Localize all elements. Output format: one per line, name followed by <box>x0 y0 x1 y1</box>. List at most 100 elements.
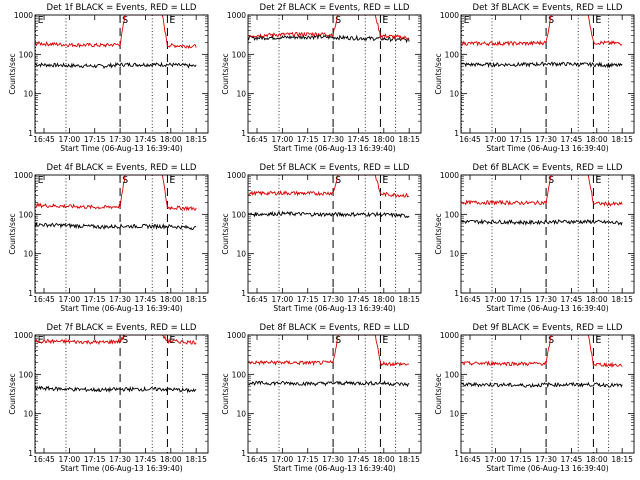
x-tick-label: 16:45 <box>459 455 481 464</box>
marker-label: S <box>122 175 128 186</box>
marker-label: E <box>169 175 175 186</box>
trace-group <box>35 335 197 394</box>
lld-trace-red <box>461 15 623 47</box>
panel-title: Det 4f BLACK = Events, RED = LLD <box>47 163 197 173</box>
events-trace-black <box>248 210 410 219</box>
detector-panel-5: Det 5f BLACK = Events, RED = LLD 1 10 100 10… <box>221 163 422 313</box>
y-tick-label: 1 <box>454 449 459 458</box>
events-trace-black <box>35 385 197 394</box>
y-tick-label: 1 <box>241 129 246 138</box>
y-tick-label: 10 <box>236 410 246 419</box>
detector-panel-6: Det 6f BLACK = Events, RED = LLD 1 10 100 10… <box>434 163 635 313</box>
plot-frame <box>247 14 422 134</box>
y-tick-label: 10 <box>236 250 246 259</box>
y-tick-label: 1000 <box>227 171 246 180</box>
detector-panel-3: Det 3f BLACK = Events, RED = LLD 1 10 100 10… <box>434 3 635 153</box>
x-tick-label: 17:15 <box>510 295 532 304</box>
detector-panel-7: Det 7f BLACK = Events, RED = LLD 1 10 100 10… <box>8 323 209 473</box>
panel-title: Det 3f BLACK = Events, RED = LLD <box>473 3 623 13</box>
y-tick-label: 1 <box>241 289 246 298</box>
marker-label: S <box>335 175 341 186</box>
y-tick-label: 10 <box>449 250 459 259</box>
x-tick-label: 17:30 <box>535 135 557 144</box>
y-tick-label: 1 <box>28 129 33 138</box>
x-tick-label: 18:00 <box>373 295 395 304</box>
detector-panel-4: Det 4f BLACK = Events, RED = LLD 1 10 100 10… <box>8 163 209 313</box>
panel-title: Det 6f BLACK = Events, RED = LLD <box>473 163 623 173</box>
x-tick-label: 17:30 <box>535 455 557 464</box>
plot-frame <box>247 334 422 454</box>
marker-label: S <box>548 15 554 26</box>
panel-title: Det 9f BLACK = Events, RED = LLD <box>473 323 623 333</box>
x-axis-title: Start Time (06-Aug-13 16:39:40) <box>273 304 395 313</box>
y-tick-label: 1000 <box>14 331 33 340</box>
x-tick-label: 17:30 <box>109 455 131 464</box>
y-tick-label: 10 <box>23 410 33 419</box>
y-tick-label: 1000 <box>440 171 459 180</box>
y-tick-label: 100 <box>445 210 460 219</box>
y-tick-label: 1000 <box>14 11 33 20</box>
plot-frame <box>460 14 635 134</box>
y-tick-label: 1 <box>241 449 246 458</box>
x-tick-label: 17:30 <box>322 295 344 304</box>
x-tick-label: 17:30 <box>322 455 344 464</box>
lld-trace-red <box>35 175 197 212</box>
x-tick-label: 17:15 <box>510 135 532 144</box>
x-tick-label: 17:45 <box>135 455 157 464</box>
x-axis-title: Start Time (06-Aug-13 16:39:40) <box>273 144 395 153</box>
marker-label: E <box>595 175 601 186</box>
x-tick-label: 17:00 <box>485 295 507 304</box>
marker-label: E <box>169 15 175 26</box>
events-trace-black <box>461 218 623 226</box>
x-tick-label: 17:45 <box>561 135 583 144</box>
x-tick-label: 18:15 <box>611 135 633 144</box>
x-tick-label: 17:45 <box>348 135 370 144</box>
x-tick-label: 18:00 <box>586 295 608 304</box>
lld-trace-red <box>35 15 197 50</box>
events-trace-black <box>35 221 197 231</box>
x-tick-label: 17:15 <box>510 455 532 464</box>
x-tick-label: 17:15 <box>84 455 106 464</box>
y-axis-title: Counts/sec <box>221 373 230 414</box>
y-tick-label: 1000 <box>440 331 459 340</box>
x-tick-label: 17:45 <box>348 455 370 464</box>
y-axis-title: Counts/sec <box>8 373 17 414</box>
y-tick-label: 1000 <box>227 331 246 340</box>
marker-label: S <box>548 175 554 186</box>
y-axis-title: Counts/sec <box>221 213 230 254</box>
x-tick-label: 17:15 <box>84 135 106 144</box>
x-tick-label: 17:45 <box>348 295 370 304</box>
x-tick-label: 18:00 <box>586 455 608 464</box>
panel-title: Det 7f BLACK = Events, RED = LLD <box>47 323 197 333</box>
x-tick-label: 16:45 <box>246 455 268 464</box>
detector-panel-9: Det 9f BLACK = Events, RED = LLD 1 10 100 10… <box>434 323 635 473</box>
lld-trace-red <box>248 15 410 41</box>
y-tick-label: 100 <box>232 210 247 219</box>
x-tick-label: 17:15 <box>297 455 319 464</box>
marker-label: S <box>335 335 341 346</box>
x-tick-label: 18:15 <box>611 455 633 464</box>
plot-frame <box>460 174 635 294</box>
marker-label: E <box>382 15 388 26</box>
marker-label: E <box>382 175 388 186</box>
marker-label: E <box>595 15 601 26</box>
x-tick-label: 17:00 <box>272 295 294 304</box>
detector-panel-8: Det 8f BLACK = Events, RED = LLD 1 10 100 10… <box>221 323 422 473</box>
y-tick-label: 100 <box>232 50 247 59</box>
x-tick-label: 18:00 <box>373 135 395 144</box>
x-tick-label: 18:15 <box>398 295 420 304</box>
y-tick-label: 1 <box>454 129 459 138</box>
panel-title: Det 5f BLACK = Events, RED = LLD <box>260 163 410 173</box>
x-axis-title: Start Time (06-Aug-13 16:39:40) <box>486 304 608 313</box>
x-tick-label: 17:00 <box>485 135 507 144</box>
x-tick-label: 17:00 <box>485 455 507 464</box>
y-axis-title: Counts/sec <box>8 53 17 94</box>
trace-group <box>461 175 623 226</box>
y-tick-label: 1 <box>454 289 459 298</box>
x-tick-label: 16:45 <box>33 135 55 144</box>
events-trace-black <box>248 34 410 44</box>
trace-group <box>248 335 410 388</box>
trace-group <box>461 15 623 69</box>
lld-trace-red <box>461 335 623 368</box>
